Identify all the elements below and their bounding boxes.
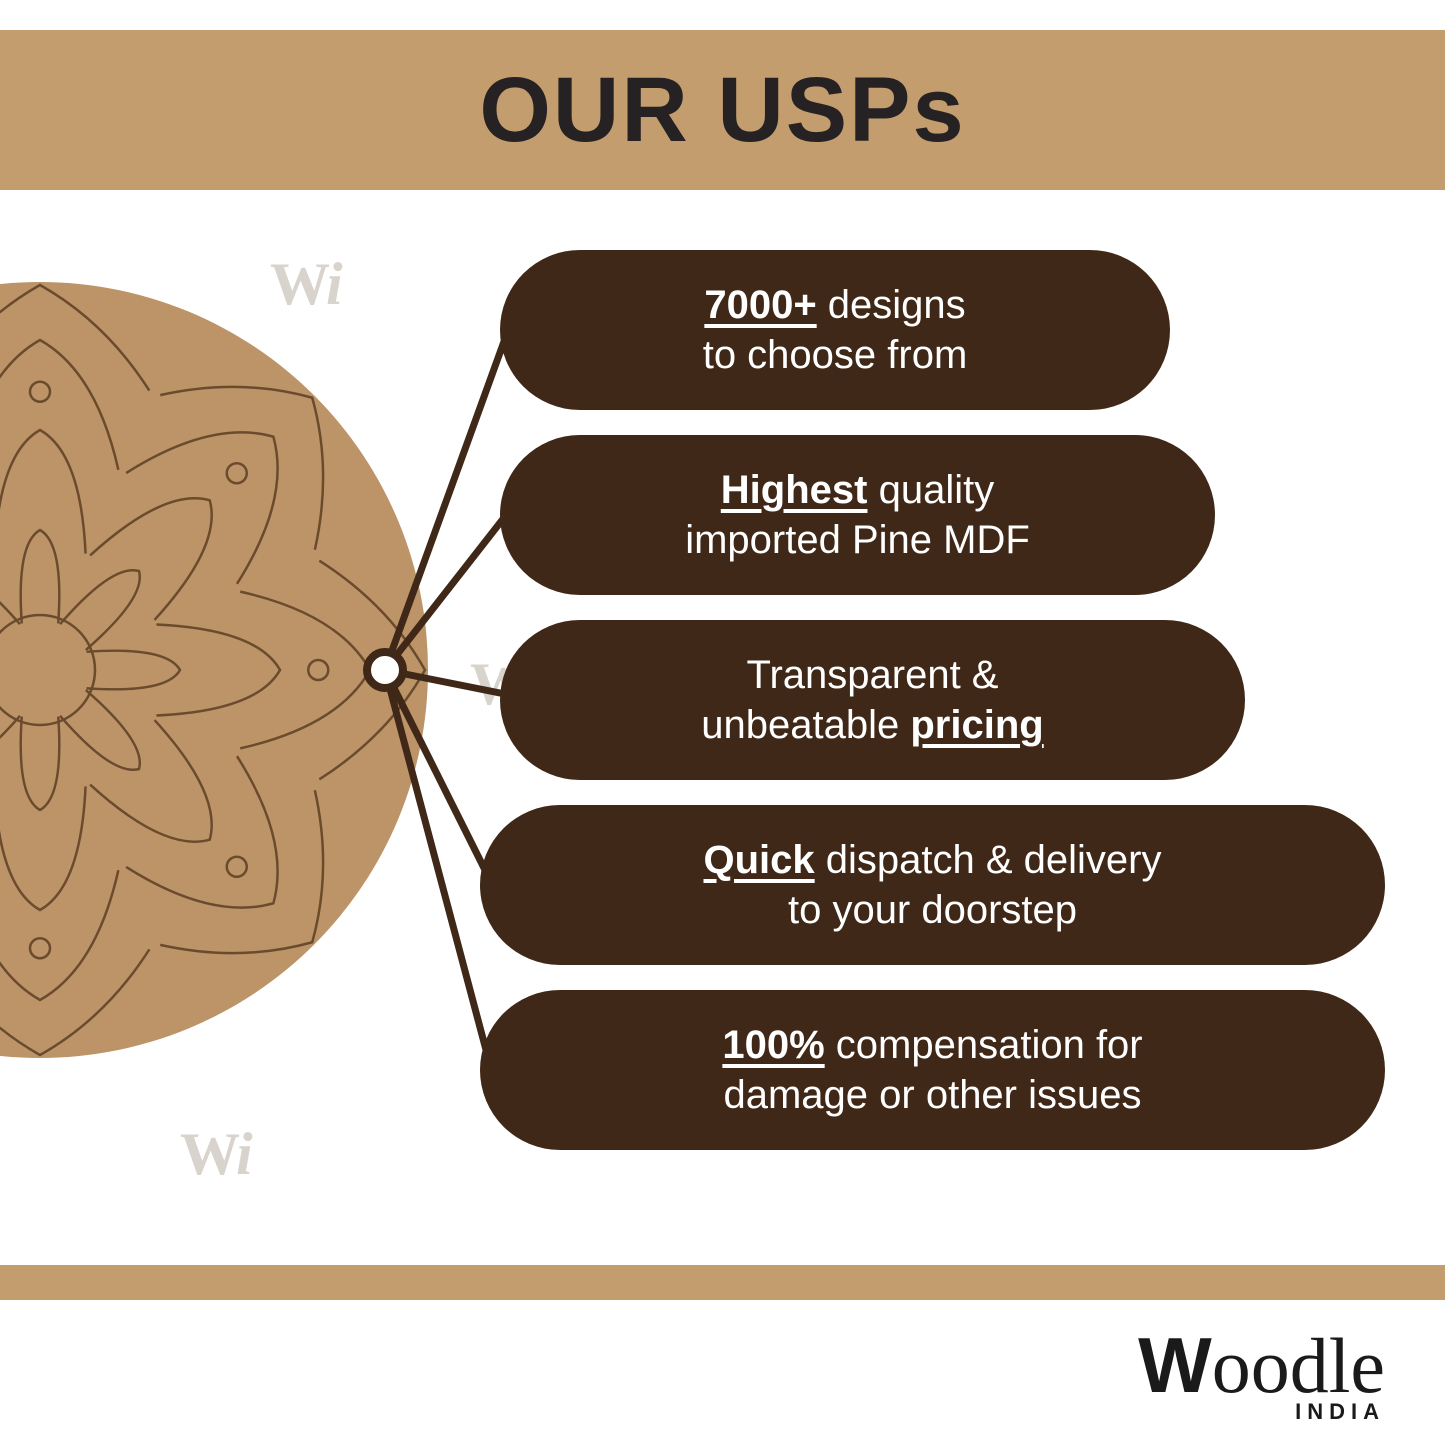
usp-pill-2: Transparent & unbeatable pricing: [500, 620, 1245, 780]
usp-text: dispatch & delivery: [815, 838, 1162, 882]
usp-text: damage or other issues: [723, 1073, 1141, 1117]
usp-pill-0: 7000+ designs to choose from: [500, 250, 1170, 410]
usp-em: Quick: [704, 838, 815, 882]
usp-text: to your doorstep: [788, 888, 1077, 932]
usp-em: pricing: [910, 703, 1043, 747]
logo-main: Woodle: [1138, 1332, 1385, 1399]
usp-pill-3: Quick dispatch & delivery to your doorste…: [480, 805, 1385, 965]
footer-band: [0, 1265, 1445, 1300]
usp-text: imported Pine MDF: [685, 518, 1030, 562]
usp-text: to choose from: [703, 333, 968, 377]
usp-em: 7000+: [704, 283, 816, 327]
brand-logo: Woodle INDIA: [1138, 1332, 1385, 1425]
usp-text: compensation for: [825, 1023, 1143, 1067]
usp-text: designs: [817, 283, 966, 327]
watermark-wi: Wi: [180, 1120, 249, 1189]
usp-text: Transparent &: [747, 653, 999, 697]
usp-pill-1: Highest quality imported Pine MDF: [500, 435, 1215, 595]
page-title: OUR USPs: [479, 58, 965, 163]
usp-text: quality: [867, 468, 994, 512]
hub-node: [363, 648, 407, 692]
usp-em: 100%: [722, 1023, 824, 1067]
usp-text: unbeatable: [701, 703, 910, 747]
usp-pill-4: 100% compensation for damage or other iss…: [480, 990, 1385, 1150]
usp-em: Highest: [721, 468, 868, 512]
header-band: OUR USPs: [0, 30, 1445, 190]
